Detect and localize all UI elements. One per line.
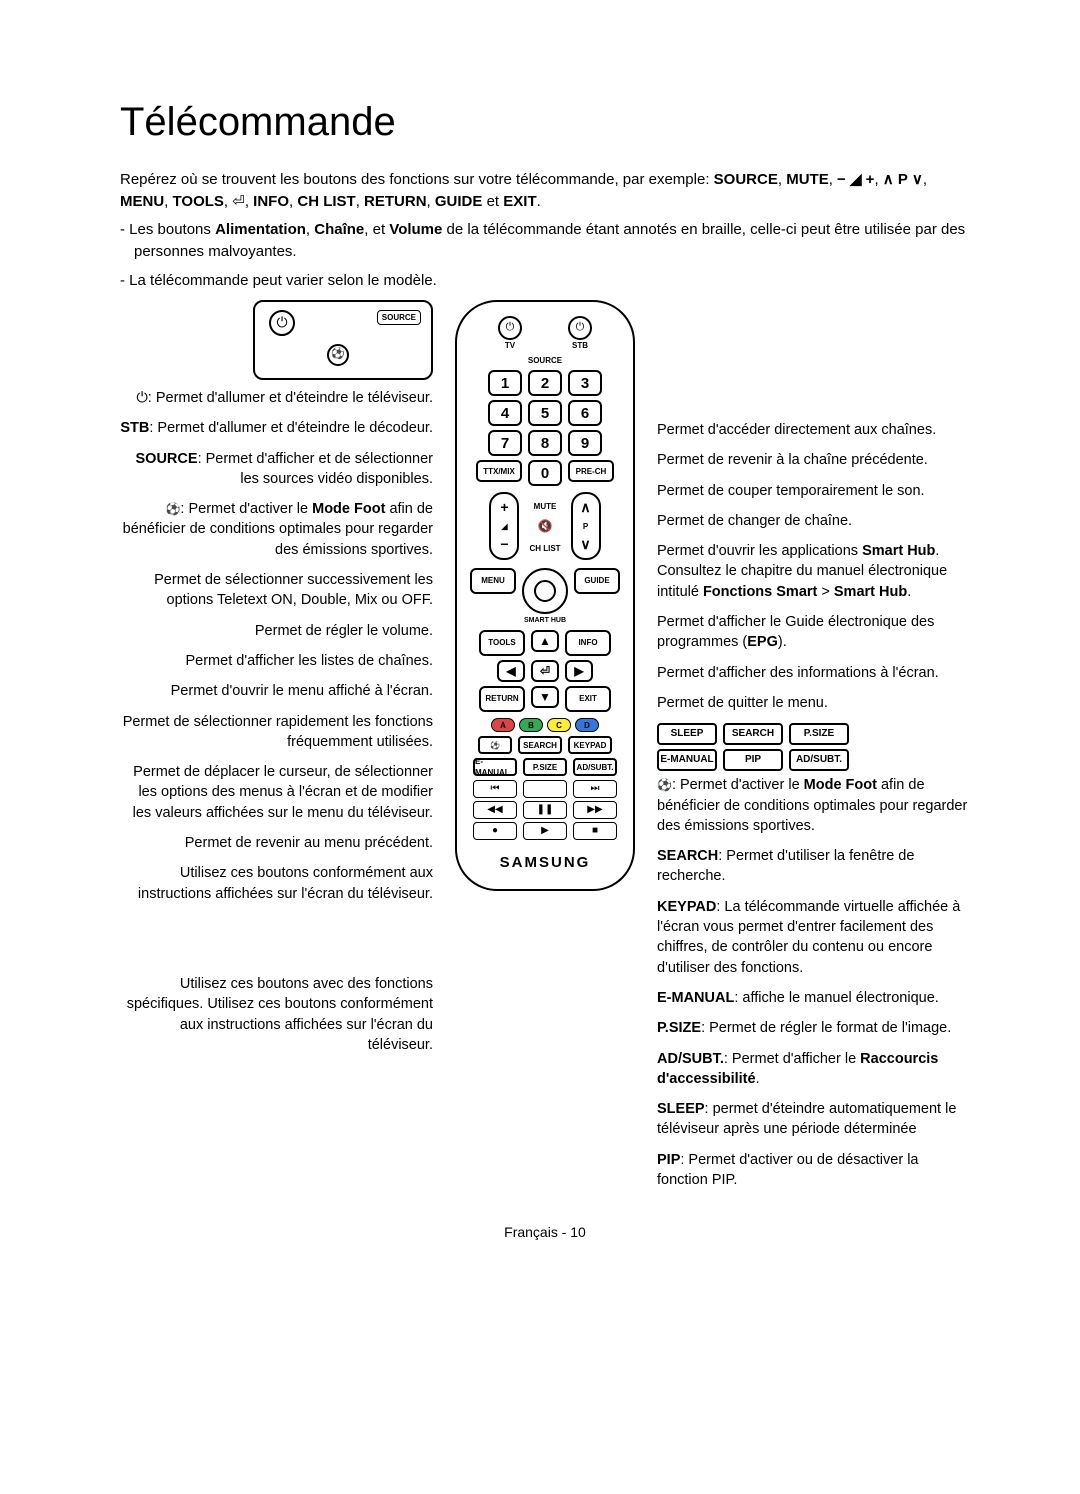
power-tv-button: ⏻: [498, 316, 522, 340]
key-4: 4: [488, 400, 522, 426]
bullet-vary: La télécommande peut varier selon le mod…: [134, 270, 970, 293]
desc-info: Permet d'afficher des informations à l'é…: [657, 663, 970, 683]
page-title: Télécommande: [120, 100, 970, 145]
desc-vol: Permet de régler le volume.: [120, 621, 433, 641]
emanual-button: E-MANUAL: [473, 758, 517, 776]
psize-button: P.SIZE: [523, 758, 567, 776]
desc-transport: Utilisez ces boutons avec des fonctions …: [120, 974, 433, 1055]
mini-foot-icon: ⚽: [327, 344, 349, 366]
desc-cursor: Permet de déplacer le curseur, de sélect…: [120, 762, 433, 823]
down-button: ▼: [531, 686, 559, 708]
bullet-braille: Les boutons Alimentation, Chaîne, et Vol…: [134, 219, 970, 264]
page-footer: Français - 10: [120, 1224, 970, 1240]
key-1: 1: [488, 370, 522, 396]
desc-tools: Permet de sélectionner rapidement les fo…: [120, 712, 433, 753]
foot-button: ⚽: [478, 736, 512, 754]
mini-source-label: SOURCE: [377, 310, 421, 325]
left-button: ◀: [497, 660, 525, 682]
key-7: 7: [488, 430, 522, 456]
mini-power-icon: ⏻: [269, 310, 295, 336]
desc-foot: ⚽: Permet d'activer le Mode Foot afin de…: [120, 499, 433, 560]
key-2: 2: [528, 370, 562, 396]
adsubt-button: AD/SUBT.: [573, 758, 617, 776]
desc-keypad: KEYPAD: La télécommande virtuelle affich…: [657, 897, 970, 978]
desc-source: SOURCE: Permet d'afficher et de sélectio…: [120, 449, 433, 490]
tv-label: TV: [498, 340, 522, 351]
key-ttx: TTX/MIX: [476, 460, 522, 482]
desc-guide: Permet d'afficher le Guide électronique …: [657, 612, 970, 653]
desc-psize: P.SIZE: Permet de régler le format de l'…: [657, 1018, 970, 1038]
tools-button: TOOLS: [479, 630, 525, 656]
transport-row-1: ⏮⏭: [463, 780, 627, 798]
key-prech: PRE-CH: [568, 460, 614, 482]
desc-return: Permet de revenir au menu précédent.: [120, 833, 433, 853]
desc-stb: STB: Permet d'allumer et d'éteindre le d…: [120, 418, 433, 438]
key-8: 8: [528, 430, 562, 456]
desc-adsubt: AD/SUBT.: Permet d'afficher le Raccourci…: [657, 1049, 970, 1090]
shortcut-grid-2: E-MANUALPIPAD/SUBT.: [657, 749, 970, 771]
desc-exit: Permet de quitter le menu.: [657, 693, 970, 713]
source-label: SOURCE: [463, 355, 627, 366]
desc-menu: Permet d'ouvrir le menu affiché à l'écra…: [120, 681, 433, 701]
key-3: 3: [568, 370, 602, 396]
desc-abcd: Utilisez ces boutons conformément aux in…: [120, 863, 433, 904]
desc-power: ⏻: Permet d'allumer et d'éteindre le tél…: [120, 388, 433, 408]
desc-ch: Permet de changer de chaîne.: [657, 511, 970, 531]
up-button: ▲: [531, 630, 559, 652]
smarthub-label: SMART HUB: [522, 616, 568, 626]
enter-button: ⏎: [531, 660, 559, 682]
key-6: 6: [568, 400, 602, 426]
transport-row-2: ◀◀❚❚▶▶: [463, 801, 627, 819]
search-button: SEARCH: [518, 736, 562, 754]
desc-num: Permet d'accéder directement aux chaînes…: [657, 420, 970, 440]
power-stb-button: ⏻: [568, 316, 592, 340]
guide-button: GUIDE: [574, 568, 620, 594]
mini-remote: ⏻ SOURCE ⚽: [253, 300, 433, 380]
remote-diagram: ⏻ TV ⏻ STB SOURCE 123 456 789 TTX/MIX 0: [455, 300, 635, 891]
desc-search: SEARCH: Permet d'utiliser la fenêtre de …: [657, 846, 970, 887]
desc-smart: Permet d'ouvrir les applications Smart H…: [657, 541, 970, 602]
right-button: ▶: [565, 660, 593, 682]
shortcut-grid-1: SLEEPSEARCHP.SIZE: [657, 723, 970, 745]
return-button: RETURN: [479, 686, 525, 712]
nav-ring: [522, 568, 568, 614]
desc-ttx: Permet de sélectionner successivement le…: [120, 570, 433, 611]
abcd-row: ABCD: [463, 718, 627, 732]
exit-button: EXIT: [565, 686, 611, 712]
chlist-label: CH LIST: [529, 543, 560, 554]
volume-rocker: +◢−: [489, 492, 519, 560]
brand-label: SAMSUNG: [463, 852, 627, 873]
desc-foot2: ⚽: Permet d'activer le Mode Foot afin de…: [657, 775, 970, 836]
keypad-button: KEYPAD: [568, 736, 612, 754]
key-0: 0: [528, 460, 562, 486]
desc-chlist: Permet d'afficher les listes de chaînes.: [120, 651, 433, 671]
info-button: INFO: [565, 630, 611, 656]
mute-label: MUTE: [534, 501, 557, 512]
stb-label: STB: [568, 340, 592, 351]
menu-button: MENU: [470, 568, 516, 594]
key-9: 9: [568, 430, 602, 456]
desc-sleep: SLEEP: permet d'éteindre automatiquement…: [657, 1099, 970, 1140]
desc-pip: PIP: Permet d'activer ou de désactiver l…: [657, 1150, 970, 1191]
desc-prech: Permet de revenir à la chaîne précédente…: [657, 450, 970, 470]
desc-emanual: E-MANUAL: affiche le manuel électronique…: [657, 988, 970, 1008]
channel-rocker: ∧P∨: [571, 492, 601, 560]
intro-text: Repérez où se trouvent les boutons des f…: [120, 169, 970, 213]
key-5: 5: [528, 400, 562, 426]
transport-row-3: ●▶■: [463, 822, 627, 840]
desc-mute: Permet de couper temporairement le son.: [657, 481, 970, 501]
